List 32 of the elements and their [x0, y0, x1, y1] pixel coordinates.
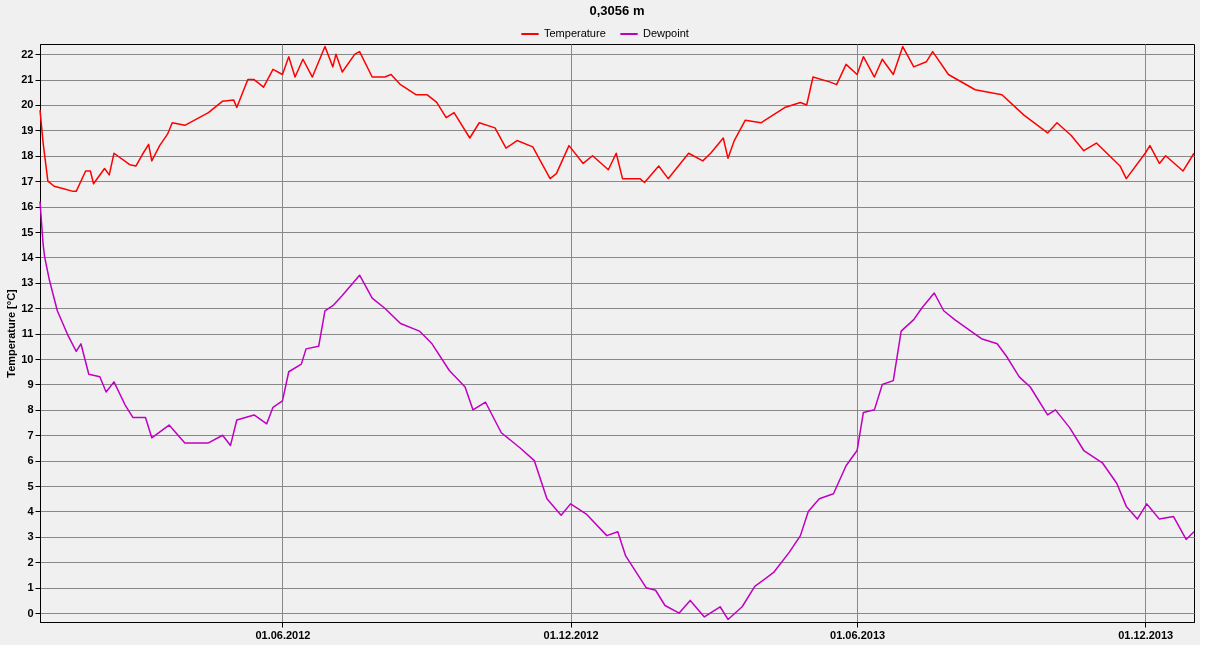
y-tick-label: 18	[21, 149, 34, 162]
y-tick-label: 8	[27, 403, 34, 416]
y-tick-label: 16	[21, 200, 34, 213]
line-series	[39, 45, 1195, 193]
y-tick-label: 4	[27, 504, 35, 517]
y-tick-label: 15	[21, 225, 34, 238]
y-tick-label: 0	[27, 606, 34, 619]
y-tick-label: 6	[27, 454, 34, 467]
legend-label: Temperature	[544, 27, 606, 39]
y-tick-label: 13	[21, 276, 34, 289]
x-tick-label: 01.12.2013	[1118, 628, 1174, 641]
y-tick-label: 7	[27, 428, 34, 441]
y-tick-label: 14	[21, 250, 35, 263]
x-tick-label: 01.06.2013	[830, 628, 886, 641]
y-tick-label: 9	[27, 377, 34, 390]
y-axis-title: Temperature [°C]	[5, 288, 18, 378]
y-tick-label: 21	[21, 73, 34, 86]
chart-title: 0,3056 m	[589, 3, 645, 18]
y-tick-label: 20	[21, 98, 34, 111]
y-tick-label: 3	[27, 530, 34, 543]
legend-label: Dewpoint	[643, 27, 689, 39]
y-tick-label: 11	[21, 327, 34, 340]
x-tick-label: 01.06.2012	[255, 628, 311, 641]
y-tick-label: 10	[21, 352, 34, 365]
y-tick-label: 5	[27, 479, 34, 492]
y-tick-label: 19	[21, 123, 34, 136]
y-tick-label: 1	[27, 581, 34, 594]
y-tick-label: 17	[21, 174, 34, 187]
x-tick-label: 01.12.2012	[543, 628, 599, 641]
y-tick-label: 12	[21, 301, 34, 314]
y-tick-label: 2	[27, 555, 34, 568]
y-tick-label: 22	[21, 47, 34, 60]
